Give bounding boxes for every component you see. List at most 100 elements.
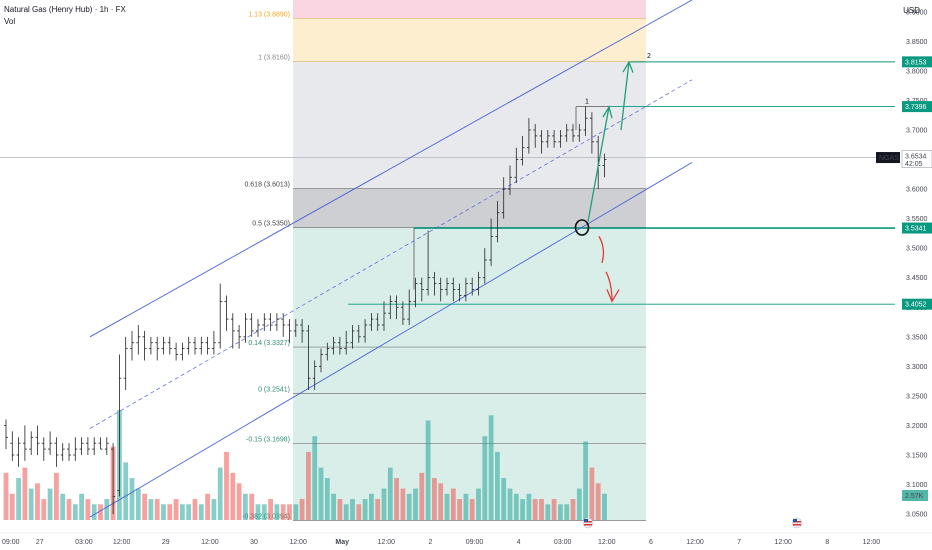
volume-bar	[299, 499, 305, 520]
time-tick-label: 2	[428, 539, 432, 546]
chart-header: Natural Gas (Henry Hub) · 1h · FX Vol	[4, 4, 126, 28]
price-tag-box	[902, 222, 932, 234]
volume-bar	[268, 499, 273, 520]
current-price-countdown: 42:05	[905, 161, 923, 168]
volume-bar	[205, 493, 210, 520]
volume-tag-box	[902, 490, 928, 501]
volume-bar	[192, 499, 198, 520]
fib-zone-band	[293, 393, 646, 444]
volume-bar	[98, 504, 103, 520]
price-tick-label: 3.3500	[906, 334, 928, 341]
price-tag-box	[902, 298, 932, 310]
time-tick-label: 12:00	[113, 539, 131, 546]
symbol-title[interactable]: Natural Gas (Henry Hub) · 1h · FX	[4, 5, 126, 14]
time-axis[interactable]: 09:00 27 03:00 12:00 29 12:00 30 12:00 May 12:00 2…	[0, 532, 932, 546]
marker-circle	[574, 219, 590, 236]
price-tag-text: 3.4052	[905, 302, 927, 309]
fib-level-label: 0.5 (3.5350)	[252, 221, 290, 228]
volume-bar	[406, 493, 412, 520]
volume-bar	[293, 504, 299, 520]
volume-bar	[576, 488, 582, 520]
fib-zone-top	[293, 0, 646, 19]
volume-bar	[362, 499, 368, 520]
volume-bar	[394, 478, 399, 520]
volume-bar	[79, 493, 84, 520]
arrow-up-1-head	[602, 105, 613, 119]
fib-level-label: 1.13 (3.8890)	[248, 11, 290, 18]
volume-bar	[255, 504, 261, 520]
volume-bar	[129, 478, 135, 520]
volume-bar	[211, 499, 217, 520]
volume-bar	[507, 488, 513, 520]
volume-bar	[324, 478, 330, 520]
volume-bar	[558, 504, 563, 520]
volume-bar	[261, 504, 267, 520]
volume-bar	[444, 493, 450, 520]
volume-bar	[167, 504, 173, 520]
volume-bar	[173, 499, 179, 520]
volume-bar	[54, 472, 59, 520]
volume-bar	[501, 478, 507, 520]
time-tick-label: 4	[517, 539, 521, 546]
volume-tag-text: 2.57K	[905, 493, 924, 500]
volume-bar	[343, 504, 349, 520]
time-tick-label: 12:00	[598, 539, 616, 546]
volume-bar	[526, 493, 532, 520]
annotations[interactable]: 12	[574, 53, 803, 529]
trend-channel[interactable]	[89, 0, 693, 518]
time-tick-label: 6	[649, 539, 653, 546]
currency-label: USD	[903, 6, 920, 15]
time-tick-label: 03:00	[554, 539, 572, 546]
arrow-up-2	[620, 61, 630, 131]
volume-bar	[419, 472, 425, 520]
arrow-down-2	[605, 271, 613, 302]
volume-bar	[381, 488, 387, 520]
time-tick-label: 12:00	[201, 539, 219, 546]
price-tag-text: 3.7396	[905, 104, 927, 111]
price-tag: 3.8153	[902, 56, 932, 68]
symbol-tag-box	[876, 152, 900, 164]
time-tick-label: 12:00	[774, 539, 792, 546]
volume-bar	[142, 493, 147, 520]
volume-indicator-label[interactable]: Vol	[4, 17, 16, 26]
arrow-up-2-head	[622, 60, 634, 73]
price-tick-label: 3.3000	[906, 364, 928, 371]
volume-bar	[243, 493, 248, 520]
us-flag-icon	[584, 524, 592, 526]
time-tick-label: 03:00	[75, 539, 93, 546]
current-price-box	[901, 150, 932, 168]
price-tag: 3.5341	[902, 222, 932, 234]
price-tick-label: 3.8500	[906, 39, 928, 46]
volume-bar	[387, 467, 393, 520]
symbol-tag-text: NGAS	[879, 155, 899, 162]
volume-bar	[318, 467, 324, 520]
price-axis[interactable]: 3.90003.85003.80003.75003.70003.65003.60…	[876, 9, 932, 519]
channel-lower	[89, 162, 693, 518]
time-tick-label: May	[335, 539, 349, 546]
horizontal-levels	[0, 61, 895, 305]
volume-bar	[425, 420, 431, 520]
arrow-down-1	[598, 236, 605, 264]
price-tick-label: 3.4500	[906, 275, 928, 282]
volume-bar	[337, 499, 343, 520]
time-tick-label: 09:00	[466, 539, 484, 546]
arrow-down-head	[606, 289, 620, 303]
volume-bar	[432, 478, 437, 520]
volume-bar	[400, 488, 406, 520]
volume-bar	[602, 493, 607, 520]
price-tick-label: 3.1500	[906, 453, 928, 460]
volume-bar	[457, 499, 462, 520]
volume-bar	[413, 488, 418, 520]
volume-bar	[482, 436, 488, 520]
fib-zone-band	[293, 188, 646, 228]
volume-bar	[161, 504, 166, 520]
price-tick-label: 3.8000	[906, 68, 928, 75]
price-tag-text: 3.5341	[905, 226, 927, 233]
time-tick-label: 29	[162, 539, 170, 546]
volume-bar	[60, 493, 66, 520]
volume-bar	[539, 499, 544, 520]
fib-level-label: 0.14 (3.3327)	[248, 340, 290, 347]
volume-bar	[513, 493, 519, 520]
volume-bar	[123, 462, 129, 520]
